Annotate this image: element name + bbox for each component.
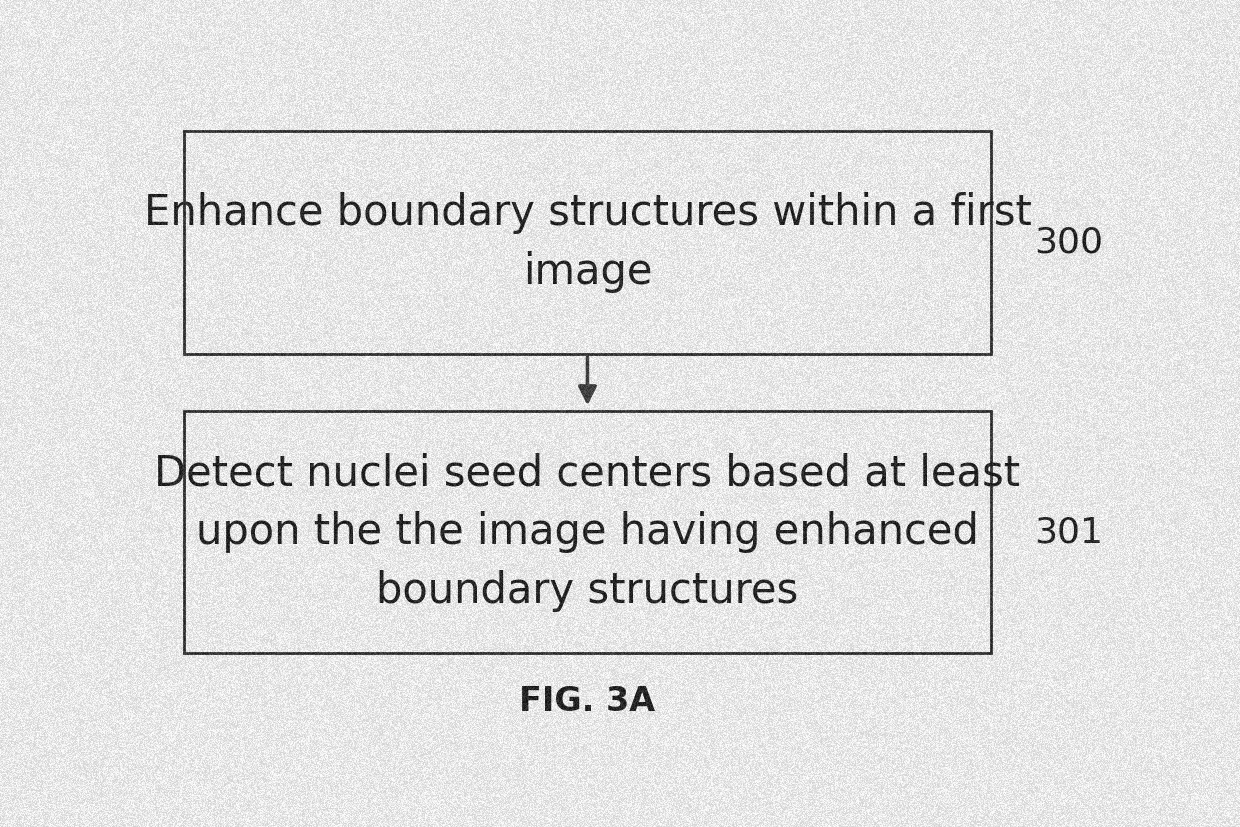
Text: 300: 300 bbox=[1034, 226, 1104, 260]
FancyBboxPatch shape bbox=[184, 411, 991, 653]
Text: Enhance boundary structures within a first
image: Enhance boundary structures within a fir… bbox=[144, 192, 1032, 293]
Text: Detect nuclei seed centers based at least
upon the the image having enhanced
bou: Detect nuclei seed centers based at leas… bbox=[155, 452, 1021, 612]
FancyBboxPatch shape bbox=[184, 131, 991, 354]
Text: FIG. 3A: FIG. 3A bbox=[520, 685, 656, 718]
Text: 301: 301 bbox=[1034, 515, 1104, 549]
